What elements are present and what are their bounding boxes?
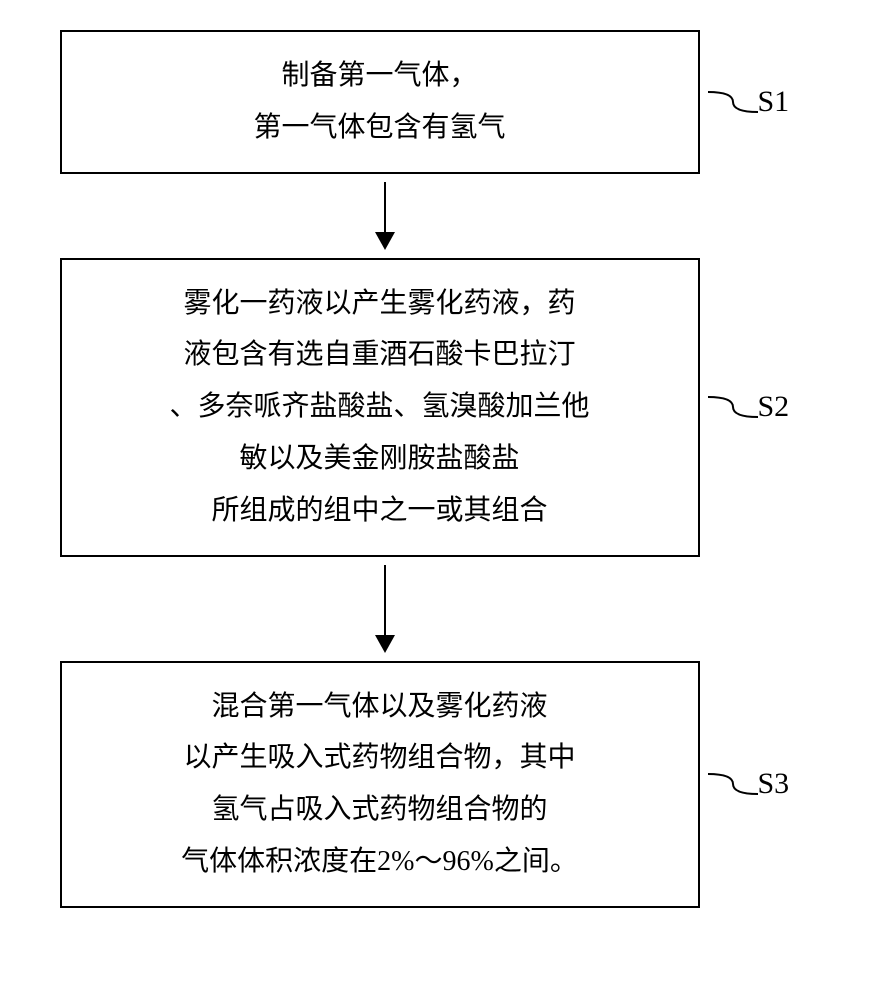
step-label-s3: S3 xyxy=(708,764,790,804)
step-text-line: 制备第一气体， xyxy=(92,50,668,102)
arrow-s2-s3 xyxy=(375,565,395,653)
arrow-line xyxy=(384,565,386,635)
step-row-s2: 雾化一药液以产生雾化药液，药 液包含有选自重酒石酸卡巴拉汀 、多奈哌齐盐酸盐、氢… xyxy=(60,258,820,557)
step-text-line: 气体体积浓度在2%～96%之间。 xyxy=(92,836,668,888)
step-label-text: S3 xyxy=(758,767,790,801)
step-text-line: 氢气占吸入式药物组合物的 xyxy=(92,784,668,836)
step-box-s2: 雾化一药液以产生雾化药液，药 液包含有选自重酒石酸卡巴拉汀 、多奈哌齐盐酸盐、氢… xyxy=(60,258,700,557)
step-box-s1: 制备第一气体， 第一气体包含有氢气 xyxy=(60,30,700,174)
curve-connector xyxy=(708,387,758,427)
curve-connector xyxy=(708,764,758,804)
step-label-text: S2 xyxy=(758,390,790,424)
curve-connector xyxy=(708,82,758,122)
arrow-head-icon xyxy=(375,232,395,250)
step-text-line: 混合第一气体以及雾化药液 xyxy=(92,681,668,733)
step-row-s1: 制备第一气体， 第一气体包含有氢气 S1 xyxy=(60,30,820,174)
step-box-s3: 混合第一气体以及雾化药液 以产生吸入式药物组合物，其中 氢气占吸入式药物组合物的… xyxy=(60,661,700,908)
step-text-line: 第一气体包含有氢气 xyxy=(92,102,668,154)
step-label-s2: S2 xyxy=(708,387,790,427)
step-text-line: 所组成的组中之一或其组合 xyxy=(92,485,668,537)
step-row-s3: 混合第一气体以及雾化药液 以产生吸入式药物组合物，其中 氢气占吸入式药物组合物的… xyxy=(60,661,820,908)
step-text-line: 液包含有选自重酒石酸卡巴拉汀 xyxy=(92,329,668,381)
step-label-s1: S1 xyxy=(708,82,790,122)
step-text-line: 以产生吸入式药物组合物，其中 xyxy=(92,732,668,784)
step-text-line: 敏以及美金刚胺盐酸盐 xyxy=(92,433,668,485)
step-text-line: 雾化一药液以产生雾化药液，药 xyxy=(92,278,668,330)
arrow-line xyxy=(384,182,386,232)
flowchart-container: 制备第一气体， 第一气体包含有氢气 S1 雾化一药液以产生雾化药液，药 液包含有… xyxy=(60,30,820,908)
arrow-s1-s2 xyxy=(375,182,395,250)
step-text-line: 、多奈哌齐盐酸盐、氢溴酸加兰他 xyxy=(92,381,668,433)
step-label-text: S1 xyxy=(758,85,790,119)
arrow-head-icon xyxy=(375,635,395,653)
